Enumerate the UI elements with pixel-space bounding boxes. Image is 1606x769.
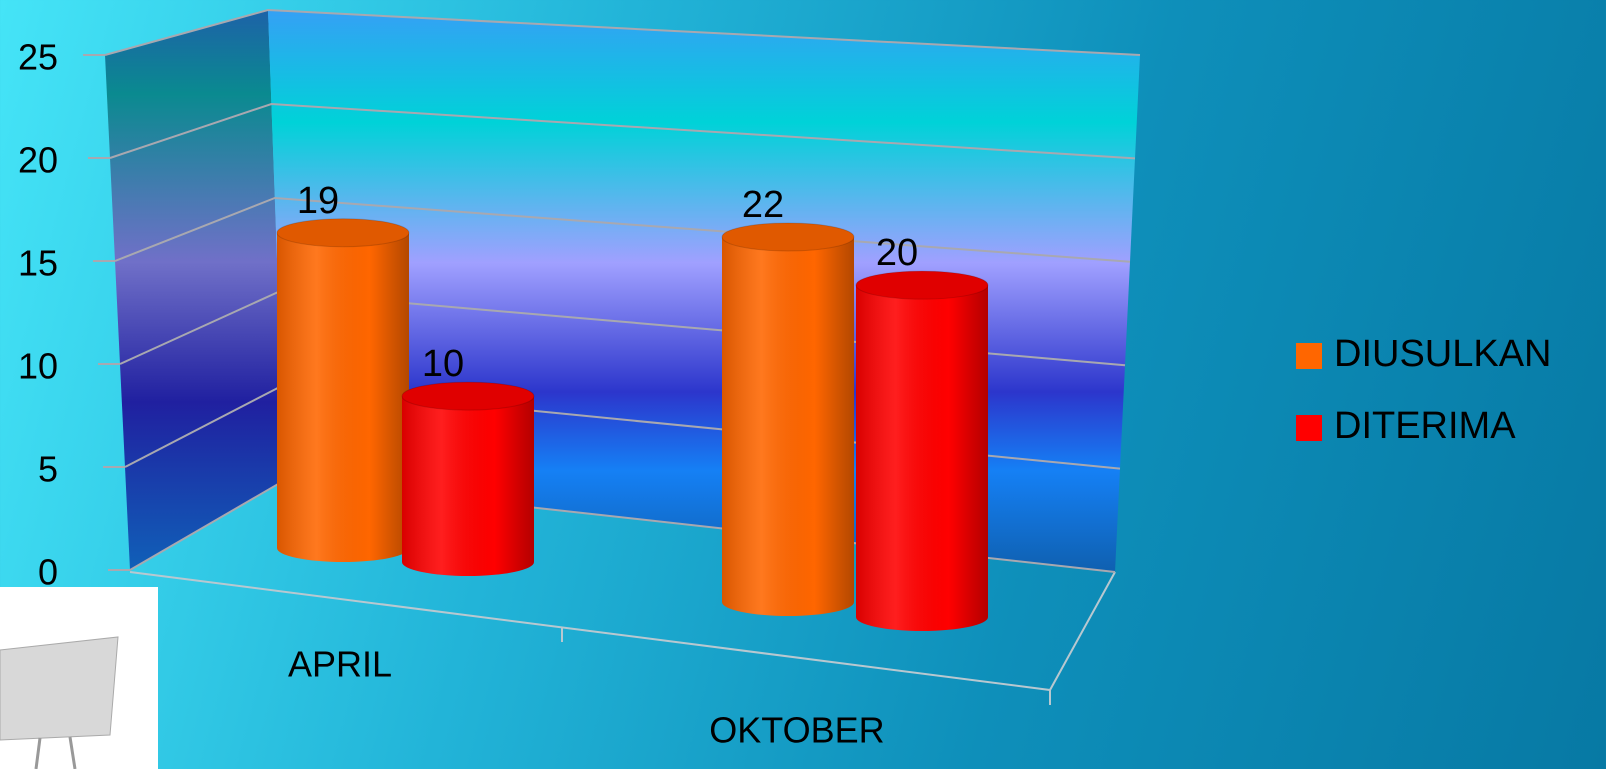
- bar-top-shade: [722, 222, 854, 251]
- bar-shade: [402, 396, 534, 576]
- x-tick-label: OKTOBER: [709, 710, 884, 751]
- plot: 0 5 10 15 20 25 APRIL 19 10 OKTOBER 22 20 DIUSULKAN D…: [18, 8, 1552, 751]
- y-tick-label: 25: [18, 37, 58, 78]
- data-label: 20: [876, 232, 918, 274]
- cylinder: [401, 381, 535, 576]
- bar-top: [401, 381, 535, 411]
- legend-label: DIUSULKAN: [1334, 333, 1552, 375]
- grid-line: [104, 8, 1141, 56]
- bar-top-shade: [402, 382, 534, 411]
- y-tick-label: 20: [18, 140, 58, 181]
- bar-top: [721, 222, 855, 252]
- bar-top-shade: [277, 218, 409, 247]
- bar-top: [276, 218, 410, 248]
- y-tick-label: 15: [18, 243, 58, 284]
- y-tick-label: 5: [38, 449, 58, 490]
- cylinder: [721, 222, 855, 616]
- side-wall: [105, 10, 285, 570]
- x-tick-label: APRIL: [288, 644, 392, 685]
- legend-swatch: [1296, 343, 1322, 369]
- data-label: 19: [297, 180, 339, 222]
- bar-top: [855, 270, 989, 300]
- legend-swatch: [1296, 415, 1322, 441]
- bar-top-shade: [856, 271, 988, 300]
- whiteboard-image: [0, 587, 158, 769]
- y-tick-label: 10: [18, 346, 58, 387]
- cylinder: [855, 270, 989, 631]
- bar-shade: [856, 285, 988, 631]
- cylinder: [276, 218, 410, 562]
- data-label: 22: [742, 184, 784, 226]
- y-tick-label: 0: [38, 552, 58, 593]
- legend-label: DITERIMA: [1334, 405, 1516, 447]
- bar-shade: [277, 232, 409, 562]
- data-label: 10: [422, 343, 464, 385]
- grid-line: [109, 102, 1136, 160]
- bar-shade: [722, 236, 854, 616]
